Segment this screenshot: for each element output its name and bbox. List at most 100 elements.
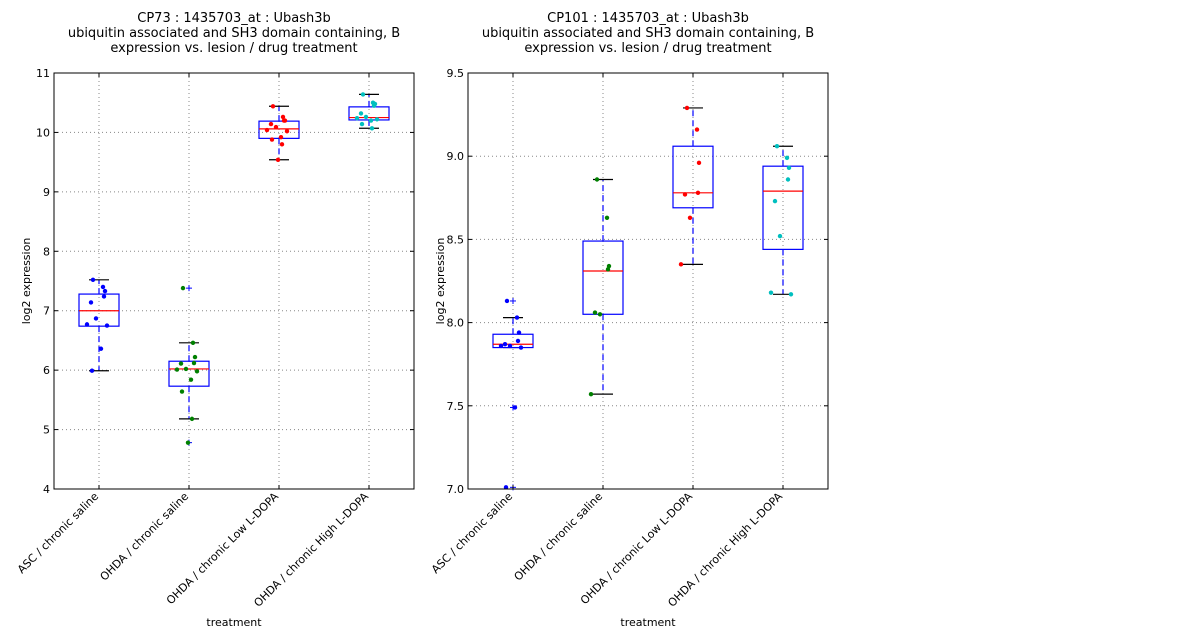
data-point — [768, 290, 774, 295]
data-point — [179, 389, 185, 394]
data-point — [369, 126, 375, 131]
plot-frame — [53, 72, 415, 490]
y-tick-label: 9.5 — [447, 67, 465, 80]
y-tick-label: 9.0 — [447, 150, 465, 163]
box-4 — [348, 93, 390, 129]
x-axis-label: treatment — [206, 616, 262, 629]
data-point — [605, 267, 611, 272]
data-point — [684, 105, 690, 111]
data-point — [503, 485, 509, 490]
data-point — [518, 345, 524, 350]
data-point — [104, 323, 110, 328]
x-tick-label: OHDA / chronic saline — [512, 490, 606, 584]
chart-title-line: expression vs. lesion / drug treatment — [110, 41, 357, 56]
data-point — [785, 177, 791, 182]
data-point — [264, 127, 270, 133]
data-point — [278, 134, 284, 140]
data-point — [682, 192, 688, 197]
data-point — [281, 118, 287, 123]
data-point — [174, 367, 180, 372]
data-point — [786, 165, 792, 171]
data-point — [359, 121, 365, 127]
chart-title-line: CP101 : 1435703_at : Ubash3b — [547, 11, 749, 26]
box-2 — [582, 178, 624, 395]
data-point — [504, 298, 510, 304]
y-axis-label: log2 expression — [434, 238, 447, 325]
data-point — [515, 338, 521, 344]
data-point — [374, 117, 380, 122]
data-point — [514, 315, 520, 320]
data-point — [268, 121, 274, 127]
data-point — [279, 142, 285, 147]
data-point — [696, 160, 702, 166]
data-point — [588, 391, 594, 397]
y-tick-label: 7 — [43, 305, 50, 318]
data-point — [98, 346, 104, 351]
data-point — [592, 310, 598, 315]
data-point — [604, 215, 610, 220]
data-point — [360, 92, 366, 97]
chart-title-line: ubiquitin associated and SH3 domain cont… — [482, 26, 814, 41]
data-point — [368, 118, 374, 123]
x-axis-label: treatment — [620, 616, 676, 629]
data-point — [597, 312, 603, 317]
box-iqr — [168, 360, 210, 387]
y-tick-label: 8 — [43, 245, 50, 258]
data-point — [190, 340, 196, 346]
box-iqr — [762, 165, 804, 250]
data-point — [507, 343, 513, 349]
data-point — [678, 262, 684, 267]
x-tick-label: ASC / chronic saline — [15, 490, 101, 576]
chart-title-line: CP73 : 1435703_at : Ubash3b — [137, 11, 330, 26]
data-point — [363, 114, 369, 120]
data-point — [275, 157, 281, 162]
data-point — [89, 368, 95, 373]
y-tick-label: 5 — [43, 424, 50, 437]
box-iqr — [582, 240, 624, 315]
plot-frame — [467, 72, 829, 490]
data-point — [280, 114, 286, 120]
data-point — [284, 129, 290, 134]
data-point — [100, 284, 106, 290]
data-point — [594, 177, 600, 182]
data-point — [194, 369, 200, 374]
data-point — [192, 354, 198, 360]
data-point — [273, 124, 279, 130]
data-point — [101, 294, 107, 299]
chart-title-line: ubiquitin associated and SH3 domain cont… — [68, 26, 400, 41]
x-tick-label: ASC / chronic saline — [429, 490, 515, 576]
data-point — [178, 361, 184, 366]
y-tick-label: 7.0 — [447, 483, 465, 496]
box-2 — [168, 285, 210, 446]
data-point — [354, 115, 360, 121]
data-point — [189, 416, 195, 422]
data-point — [774, 144, 780, 149]
data-point — [188, 377, 194, 382]
data-point — [788, 292, 794, 297]
y-tick-label: 10 — [36, 126, 50, 139]
y-tick-label: 8.0 — [447, 317, 465, 330]
data-point — [498, 343, 504, 349]
data-point — [694, 127, 700, 132]
chart-title-line: expression vs. lesion / drug treatment — [524, 41, 771, 56]
data-point — [784, 155, 790, 161]
box-iqr — [258, 120, 300, 139]
data-point — [772, 198, 778, 204]
y-tick-label: 8.5 — [447, 233, 465, 246]
data-point — [102, 288, 108, 294]
data-point — [88, 300, 94, 305]
data-point — [371, 103, 377, 108]
data-point — [185, 440, 191, 445]
data-point — [180, 285, 186, 291]
box-iqr — [492, 333, 534, 349]
y-tick-label: 6 — [43, 364, 50, 377]
data-point — [90, 277, 96, 283]
data-point — [269, 137, 275, 142]
data-point — [512, 405, 518, 410]
data-point — [687, 215, 693, 220]
data-point — [695, 190, 701, 196]
data-point — [516, 330, 522, 335]
data-point — [777, 233, 783, 239]
